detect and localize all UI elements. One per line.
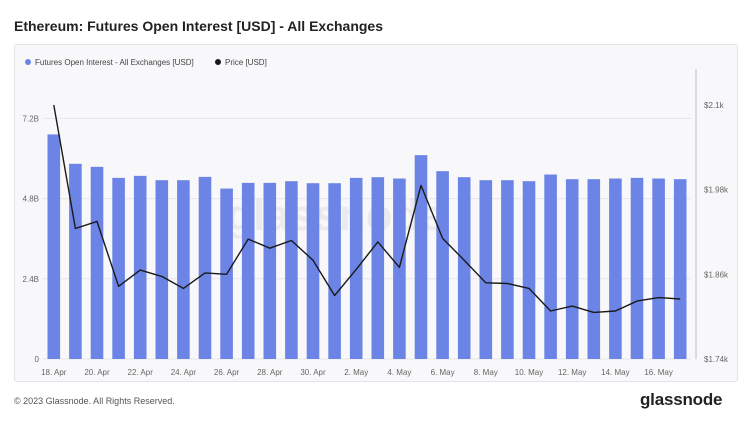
bar [263, 182, 277, 359]
y-right-tick-label: $1.86k [704, 270, 729, 279]
legend-label-price: Price [USD] [225, 58, 267, 67]
x-tick-label: 12. May [558, 368, 586, 377]
x-tick-label: 26. Apr [214, 368, 240, 377]
bar [90, 166, 104, 359]
bar [393, 178, 406, 359]
chart-svg: Futures Open Interest - All Exchanges [U… [23, 58, 729, 377]
bar [47, 134, 61, 359]
bar [673, 179, 687, 359]
legend-marker-open-interest [25, 59, 31, 65]
bar [133, 175, 147, 359]
y-left-tick-label: 2.4B [23, 275, 39, 284]
x-tick-label: 20. Apr [84, 368, 110, 377]
bar [328, 183, 341, 359]
bar [457, 177, 471, 359]
bar [198, 176, 212, 359]
x-tick-label: 18. Apr [41, 368, 67, 377]
bar [69, 163, 82, 359]
bar [630, 177, 644, 359]
bar [177, 180, 190, 359]
y-left-tick-label: 0 [35, 355, 40, 364]
bar [609, 178, 622, 359]
bar [306, 183, 320, 359]
x-tick-label: 10. May [515, 368, 543, 377]
bar [241, 182, 255, 359]
y-left-tick-label: 4.8B [23, 195, 39, 204]
bar [436, 171, 449, 359]
page-title: Ethereum: Futures Open Interest [USD] - … [14, 18, 383, 34]
bar [544, 174, 557, 359]
x-tick-label: 6. May [431, 368, 455, 377]
x-tick-label: 22. Apr [128, 368, 154, 377]
bar [371, 177, 385, 359]
bar [285, 181, 298, 359]
bar [112, 177, 125, 359]
x-tick-label: 2. May [344, 368, 368, 377]
bar [587, 179, 601, 359]
x-tick-label: 28. Apr [257, 368, 283, 377]
x-tick-label: 4. May [387, 368, 411, 377]
bar [565, 179, 579, 359]
x-tick-label: 16. May [644, 368, 672, 377]
brand-logo: glassnode [640, 390, 723, 409]
legend-label-open-interest: Futures Open Interest - All Exchanges [U… [35, 58, 194, 67]
bar [522, 181, 536, 359]
bar [501, 180, 514, 359]
bar [652, 178, 665, 359]
x-tick-label: 24. Apr [171, 368, 197, 377]
y-right-tick-label: $2.1k [704, 101, 725, 110]
bar [414, 155, 428, 359]
bar [479, 180, 493, 359]
price-line [53, 104, 681, 314]
bar [155, 180, 169, 359]
y-right-tick-label: $1.98k [704, 186, 729, 195]
chart-legend[interactable]: Futures Open Interest - All Exchanges [U… [25, 58, 267, 67]
chart-panel: Futures Open Interest - All Exchanges [U… [14, 44, 738, 382]
x-tick-label: 30. Apr [300, 368, 326, 377]
y-left-tick-label: 7.2B [23, 114, 39, 123]
x-tick-label: 8. May [474, 368, 498, 377]
copyright-text: © 2023 Glassnode. All Rights Reserved. [14, 396, 175, 406]
x-tick-label: 14. May [601, 368, 629, 377]
legend-marker-price [215, 59, 221, 65]
y-right-tick-label: $1.74k [704, 355, 729, 364]
